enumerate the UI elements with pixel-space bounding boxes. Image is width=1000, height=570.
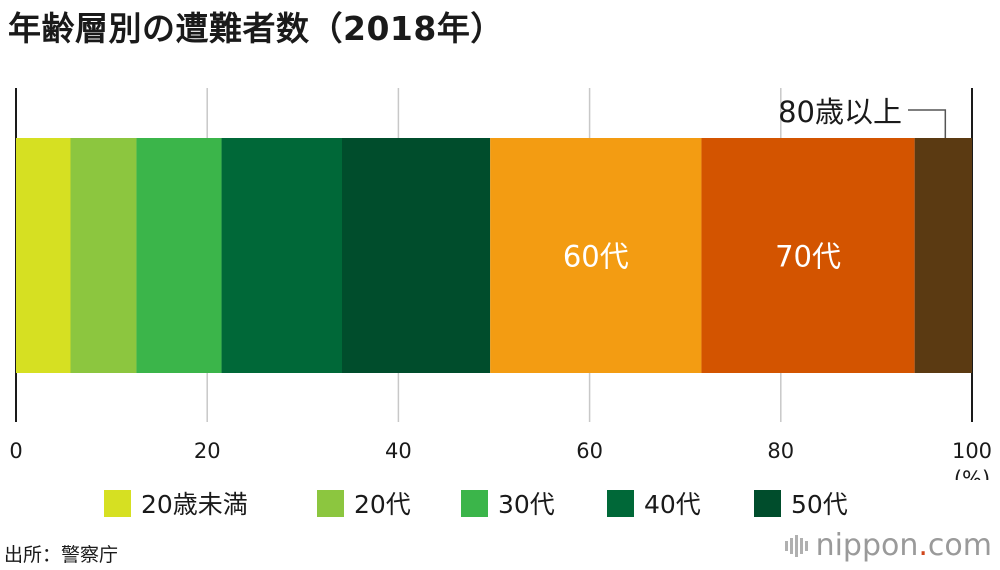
callout-label: 80歳以上 <box>778 95 902 129</box>
x-tick-label: 100 <box>952 439 992 463</box>
x-tick-label: 60 <box>576 439 603 463</box>
x-tick-label: 20 <box>194 439 221 463</box>
legend-label: 20歳未満 <box>141 490 248 519</box>
brand-tld: com <box>927 528 992 563</box>
x-tick-label: 0 <box>9 439 22 463</box>
chart-title: 年齢層別の遭難者数（2018年） <box>8 9 504 48</box>
legend: 20歳未満 20代 30代 40代 50代 <box>0 482 1000 524</box>
legend-swatch <box>461 489 488 517</box>
legend-label: 30代 <box>498 490 555 519</box>
legend-label: 50代 <box>791 490 848 519</box>
legend-item: 20歳未満 <box>104 482 248 524</box>
x-tick-label: 40 <box>385 439 412 463</box>
legend-swatch <box>607 489 634 517</box>
bar-segment <box>221 138 342 373</box>
axis-unit-label: (%) <box>954 467 990 480</box>
x-axis-ticks: 0 20 40 60 80 100 <box>9 439 992 463</box>
legend-item: 50代 <box>754 482 848 524</box>
legend-item: 30代 <box>461 482 555 524</box>
bar-segment <box>490 138 702 373</box>
bar-segments <box>16 138 972 373</box>
brand-name: nippon <box>815 528 919 563</box>
brand-logo: nippon. com <box>784 528 992 563</box>
bar-segment <box>914 138 972 373</box>
legend-item: 40代 <box>607 482 701 524</box>
bar-segment <box>341 138 491 373</box>
bar-segment <box>70 138 137 373</box>
bar-segment <box>16 138 71 373</box>
segment-label: 60代 <box>563 240 629 274</box>
brand-dot: . <box>918 528 928 563</box>
bar-segment <box>701 138 915 373</box>
legend-label: 20代 <box>354 490 411 519</box>
legend-swatch <box>754 489 781 517</box>
brand-bars-icon <box>784 534 808 557</box>
source-note: 出所：警察庁 <box>4 544 119 566</box>
legend-label: 40代 <box>644 490 701 519</box>
legend-item: 20代 <box>317 482 411 524</box>
legend-swatch <box>104 489 131 517</box>
x-tick-label: 80 <box>767 439 794 463</box>
callout-line <box>908 109 947 138</box>
segment-label: 70代 <box>775 240 841 274</box>
segment-labels: 60代 70代 <box>563 240 841 274</box>
bar-segment <box>136 138 222 373</box>
legend-swatch <box>317 489 344 517</box>
callout-80-plus: 80歳以上 <box>778 95 947 138</box>
stacked-bar-chart: 60代 70代 80歳以上 0 20 40 60 80 100 (%) <box>9 88 992 480</box>
